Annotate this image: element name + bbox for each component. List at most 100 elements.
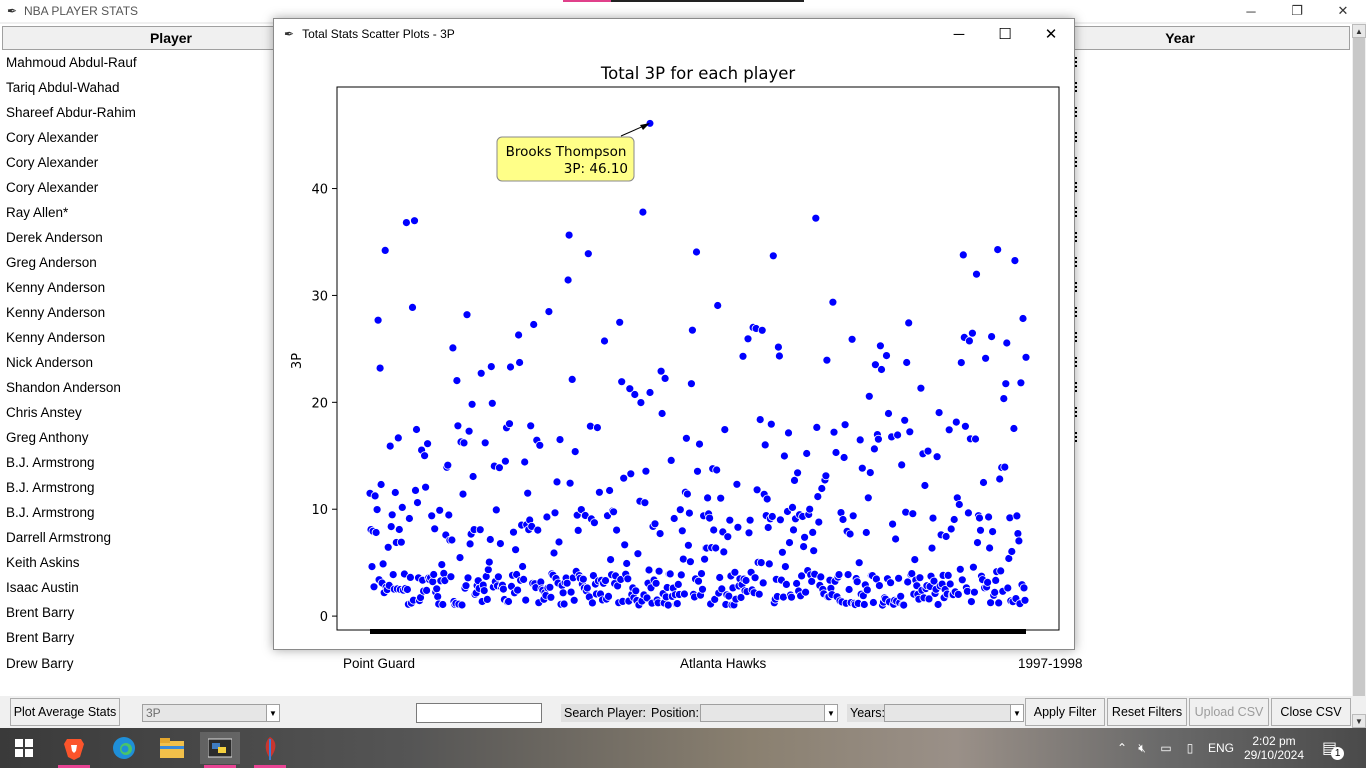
scatter-point[interactable]	[686, 379, 696, 389]
scatter-point[interactable]	[953, 590, 963, 599]
close-csv-button[interactable]: Close CSV	[1271, 698, 1351, 726]
scatter-point[interactable]	[705, 513, 715, 523]
scatter-point[interactable]	[750, 573, 760, 583]
scatter-point[interactable]	[965, 336, 974, 346]
clock[interactable]: 2:02 pm 29/10/2024	[1244, 728, 1304, 768]
scatter-point[interactable]	[631, 586, 641, 596]
scatter-point[interactable]	[971, 434, 980, 444]
scatter-point[interactable]	[427, 511, 437, 521]
scatter-point[interactable]	[1002, 338, 1012, 348]
scatter-point[interactable]	[565, 478, 575, 488]
scatter-point[interactable]	[773, 342, 783, 352]
row-position-cell[interactable]: Point Guard	[343, 656, 416, 671]
scatter-point[interactable]	[905, 427, 915, 437]
scatter-point[interactable]	[809, 546, 819, 556]
scatter-point[interactable]	[566, 587, 576, 597]
scatter-point[interactable]	[601, 576, 610, 585]
scatter-point[interactable]	[736, 593, 746, 602]
scatter-point[interactable]	[693, 466, 702, 476]
scatter-point[interactable]	[870, 444, 879, 454]
scatter-point[interactable]	[447, 535, 457, 545]
scatter-point[interactable]	[821, 471, 831, 481]
scatter-point[interactable]	[774, 351, 784, 361]
scatter-point[interactable]	[465, 539, 475, 549]
scatter-point[interactable]	[975, 513, 984, 523]
scatter-point[interactable]	[589, 518, 599, 528]
scatter-point[interactable]	[698, 584, 707, 594]
scatter-point[interactable]	[927, 543, 937, 553]
scatter-point[interactable]	[986, 598, 995, 608]
scatter-point[interactable]	[862, 585, 872, 595]
row-player-cell[interactable]: Cory Alexander	[6, 155, 99, 170]
scatter-point[interactable]	[767, 512, 777, 521]
scatter-point[interactable]	[383, 542, 393, 552]
scatter-point[interactable]	[816, 572, 826, 582]
scatter-point[interactable]	[720, 425, 730, 435]
scatter-point[interactable]	[717, 584, 727, 594]
scatter-point[interactable]	[766, 419, 776, 429]
scatter-point[interactable]	[587, 598, 597, 608]
scatter-point[interactable]	[802, 449, 812, 458]
scatter-point[interactable]	[752, 485, 762, 495]
scatter-point[interactable]	[719, 547, 729, 557]
scatter-point[interactable]	[811, 213, 821, 223]
scatter-point[interactable]	[886, 578, 895, 588]
scatter-point[interactable]	[683, 540, 693, 550]
scatter-point[interactable]	[636, 398, 646, 408]
scatter-point[interactable]	[1003, 583, 1013, 593]
scatter-point[interactable]	[583, 249, 593, 259]
scatter-point[interactable]	[907, 569, 917, 578]
row-player-cell[interactable]: Isaac Austin	[6, 580, 79, 595]
scatter-point[interactable]	[542, 512, 552, 522]
close-button[interactable]: ✕	[1337, 3, 1349, 18]
scatter-point[interactable]	[995, 474, 1005, 484]
scatter-point[interactable]	[642, 593, 652, 603]
scatter-point[interactable]	[687, 325, 697, 335]
scatter-point[interactable]	[500, 456, 510, 466]
scatter-point[interactable]	[651, 578, 661, 588]
scatter-point[interactable]	[675, 505, 685, 515]
scatter-point[interactable]	[964, 508, 973, 518]
scatter-point[interactable]	[1001, 379, 1011, 389]
scatter-point[interactable]	[861, 528, 871, 537]
scatter-point[interactable]	[882, 351, 891, 361]
scatter-point[interactable]	[985, 543, 994, 553]
scatter-point[interactable]	[987, 332, 996, 342]
scatter-point[interactable]	[828, 297, 838, 307]
search-input[interactable]	[416, 703, 542, 723]
scroll-thumb[interactable]	[1353, 38, 1365, 696]
scatter-point[interactable]	[401, 218, 411, 228]
scatter-point[interactable]	[612, 525, 622, 535]
row-player-cell[interactable]: Greg Anderson	[6, 255, 97, 270]
scatter-point[interactable]	[755, 415, 765, 425]
row-player-cell[interactable]: Greg Anthony	[6, 430, 89, 445]
row-player-cell[interactable]: Shandon Anderson	[6, 380, 121, 395]
network-icon[interactable]: ▭	[1160, 741, 1172, 755]
scatter-point[interactable]	[570, 447, 580, 457]
scatter-point[interactable]	[692, 247, 701, 257]
scatter-point[interactable]	[573, 525, 583, 535]
scatter-point[interactable]	[792, 579, 801, 588]
scatter-point[interactable]	[710, 595, 720, 604]
scatter-point[interactable]	[552, 477, 562, 487]
scatter-point[interactable]	[623, 574, 633, 584]
scatter-point[interactable]	[920, 481, 930, 490]
scatter-point[interactable]	[428, 577, 438, 587]
scatter-point[interactable]	[782, 580, 791, 589]
scatter-point[interactable]	[435, 505, 445, 515]
scatter-point[interactable]	[863, 493, 873, 503]
scatter-point[interactable]	[932, 452, 942, 462]
scatter-point[interactable]	[715, 573, 725, 582]
minimize-button[interactable]: ─	[1246, 3, 1256, 19]
scatter-point[interactable]	[549, 548, 559, 558]
scatter-point[interactable]	[370, 491, 380, 501]
minimize-button[interactable]: ─	[953, 25, 965, 43]
scatter-point[interactable]	[859, 600, 869, 609]
scatter-point[interactable]	[754, 589, 764, 599]
scatter-point[interactable]	[550, 508, 560, 518]
scatter-point[interactable]	[994, 598, 1004, 608]
scatter-point[interactable]	[480, 438, 490, 448]
scatter-point[interactable]	[526, 421, 536, 431]
row-player-cell[interactable]: Kenny Anderson	[6, 280, 106, 295]
scatter-point[interactable]	[899, 600, 909, 610]
